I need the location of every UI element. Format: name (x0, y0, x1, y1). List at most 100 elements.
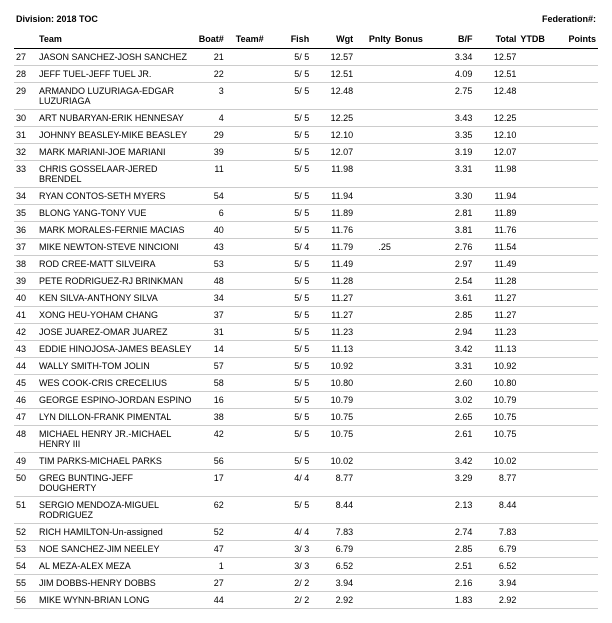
cell-bf: 2.75 (435, 83, 475, 110)
table-row: 45WES COOK-CRIS CRECELIUS585/ 510.802.60… (14, 375, 598, 392)
cell-pts (556, 541, 598, 558)
cell-wgt: 11.28 (311, 273, 355, 290)
cell-bonus (393, 188, 435, 205)
col-rank (14, 30, 37, 49)
cell-bf: 3.42 (435, 341, 475, 358)
cell-bf: 2.54 (435, 273, 475, 290)
table-row: 49TIM PARKS-MICHAEL PARKS565/ 510.023.42… (14, 453, 598, 470)
cell-bonus (393, 592, 435, 609)
cell-bf: 3.35 (435, 127, 475, 144)
cell-ytdb (518, 83, 556, 110)
cell-boat: 39 (194, 144, 234, 161)
cell-teamn (234, 273, 276, 290)
table-row: 40KEN SILVA-ANTHONY SILVA345/ 511.273.61… (14, 290, 598, 307)
cell-bonus (393, 497, 435, 524)
table-head: TeamBoat#Team#FishWgtPnltyBonusB/FTotalY… (14, 30, 598, 49)
cell-pts (556, 558, 598, 575)
table-row: 34RYAN CONTOS-SETH MYERS545/ 511.943.301… (14, 188, 598, 205)
cell-bonus (393, 110, 435, 127)
table-row: 43EDDIE HINOJOSA-JAMES BEASLEY145/ 511.1… (14, 341, 598, 358)
cell-fish: 5/ 4 (276, 239, 312, 256)
cell-bonus (393, 541, 435, 558)
cell-fish: 5/ 5 (276, 205, 312, 222)
cell-total: 11.27 (474, 307, 518, 324)
cell-teamn (234, 324, 276, 341)
table-row: 29ARMANDO LUZURIAGA-EDGAR LUZURIAGA35/ 5… (14, 83, 598, 110)
cell-bf: 2.85 (435, 307, 475, 324)
cell-bf: 2.61 (435, 426, 475, 453)
cell-boat: 21 (194, 49, 234, 66)
cell-wgt: 12.10 (311, 127, 355, 144)
cell-total: 8.77 (474, 470, 518, 497)
cell-ytdb (518, 358, 556, 375)
cell-bonus (393, 453, 435, 470)
cell-rank: 30 (14, 110, 37, 127)
table-row: 37MIKE NEWTON-STEVE NINCIONI435/ 411.79.… (14, 239, 598, 256)
cell-fish: 5/ 5 (276, 222, 312, 239)
cell-wgt: 12.51 (311, 66, 355, 83)
table-row: 44WALLY SMITH-TOM JOLIN575/ 510.923.3110… (14, 358, 598, 375)
cell-team: MIKE WYNN-BRIAN LONG (37, 592, 194, 609)
cell-total: 12.25 (474, 110, 518, 127)
cell-team: JASON SANCHEZ-JOSH SANCHEZ (37, 49, 194, 66)
cell-boat: 56 (194, 453, 234, 470)
cell-pts (556, 341, 598, 358)
cell-bf: 2.16 (435, 575, 475, 592)
cell-total: 12.57 (474, 49, 518, 66)
cell-rank: 56 (14, 592, 37, 609)
cell-bf: 2.81 (435, 205, 475, 222)
cell-ytdb (518, 558, 556, 575)
cell-boat: 48 (194, 273, 234, 290)
cell-total: 3.94 (474, 575, 518, 592)
cell-team: MICHAEL HENRY JR.-MICHAEL HENRY III (37, 426, 194, 453)
cell-teamn (234, 83, 276, 110)
cell-boat: 1 (194, 558, 234, 575)
cell-boat: 27 (194, 575, 234, 592)
col-bf: B/F (435, 30, 475, 49)
cell-pnlty (355, 324, 393, 341)
cell-pts (556, 524, 598, 541)
cell-bf: 3.31 (435, 161, 475, 188)
cell-bonus (393, 66, 435, 83)
cell-pts (556, 592, 598, 609)
cell-team: MARK MARIANI-JOE MARIANI (37, 144, 194, 161)
cell-fish: 5/ 5 (276, 375, 312, 392)
cell-fish: 2/ 2 (276, 592, 312, 609)
cell-ytdb (518, 290, 556, 307)
cell-pts (556, 307, 598, 324)
cell-pts (556, 239, 598, 256)
cell-bf: 3.02 (435, 392, 475, 409)
cell-pnlty: .25 (355, 239, 393, 256)
table-row: 48MICHAEL HENRY JR.-MICHAEL HENRY III425… (14, 426, 598, 453)
cell-fish: 5/ 5 (276, 273, 312, 290)
cell-pts (556, 188, 598, 205)
table-row: 27JASON SANCHEZ-JOSH SANCHEZ215/ 512.573… (14, 49, 598, 66)
cell-team: EDDIE HINOJOSA-JAMES BEASLEY (37, 341, 194, 358)
cell-bf: 4.09 (435, 66, 475, 83)
col-ytdb: YTDB (518, 30, 556, 49)
cell-bf: 2.51 (435, 558, 475, 575)
cell-wgt: 11.23 (311, 324, 355, 341)
cell-total: 10.75 (474, 426, 518, 453)
cell-ytdb (518, 324, 556, 341)
cell-fish: 5/ 5 (276, 256, 312, 273)
cell-pnlty (355, 470, 393, 497)
cell-team: MARK MORALES-FERNIE MACIAS (37, 222, 194, 239)
cell-wgt: 10.80 (311, 375, 355, 392)
cell-teamn (234, 341, 276, 358)
cell-pnlty (355, 592, 393, 609)
cell-rank: 37 (14, 239, 37, 256)
cell-ytdb (518, 541, 556, 558)
cell-total: 11.28 (474, 273, 518, 290)
cell-team: XONG HEU-YOHAM CHANG (37, 307, 194, 324)
cell-fish: 5/ 5 (276, 341, 312, 358)
cell-wgt: 7.83 (311, 524, 355, 541)
cell-team: WALLY SMITH-TOM JOLIN (37, 358, 194, 375)
cell-rank: 52 (14, 524, 37, 541)
cell-fish: 5/ 5 (276, 161, 312, 188)
cell-pnlty (355, 307, 393, 324)
cell-total: 11.13 (474, 341, 518, 358)
cell-wgt: 10.75 (311, 409, 355, 426)
cell-pts (556, 358, 598, 375)
cell-bonus (393, 375, 435, 392)
